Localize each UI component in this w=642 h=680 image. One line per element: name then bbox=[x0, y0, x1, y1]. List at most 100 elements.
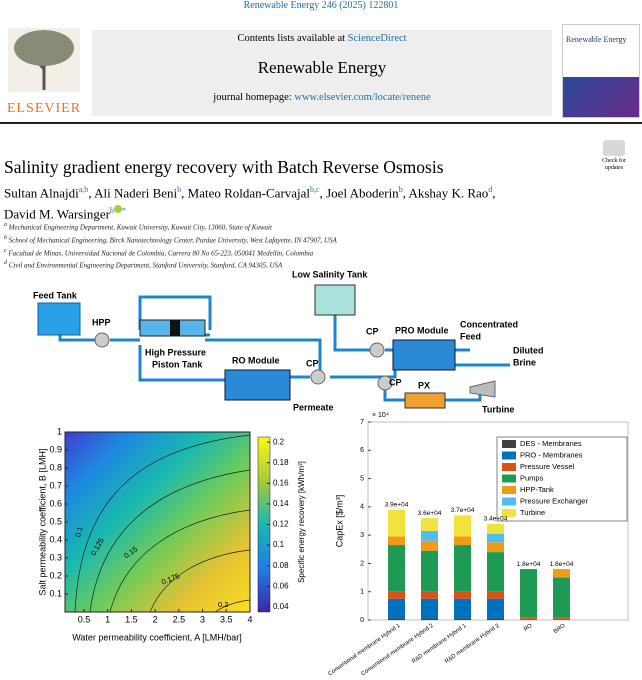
aff-text: Facultad de Minas, Universidad Nacional … bbox=[8, 248, 314, 257]
pro-module bbox=[392, 339, 456, 371]
check-text: Check for updates bbox=[602, 158, 626, 171]
label: Feed Tank bbox=[33, 290, 78, 300]
author: Mateo Roldan-Carvajal bbox=[187, 185, 311, 201]
x-tick-label: R&D membrane Hybrid 1 bbox=[411, 623, 467, 665]
cover-art bbox=[563, 77, 639, 117]
colorbar-tick-label: 0.04 bbox=[273, 602, 289, 611]
sciencedirect-link[interactable]: ScienceDirect bbox=[347, 33, 407, 44]
bar-segment bbox=[487, 542, 504, 553]
y-tick-label: 6 bbox=[360, 447, 364, 454]
bar-segment bbox=[388, 618, 405, 620]
contents-line: Contents lists available at ScienceDirec… bbox=[92, 33, 552, 44]
cp-pump bbox=[310, 369, 326, 385]
ro-module bbox=[224, 369, 291, 401]
colorbar-tick-label: 0.16 bbox=[273, 478, 289, 487]
label: Low Salinity Tank bbox=[292, 269, 368, 279]
x-axis-label: Water permeability coefficient, A [LMH/b… bbox=[72, 632, 242, 642]
bar-segment bbox=[454, 536, 471, 546]
x-tick-label: Conventional membrane Hybrid 2 bbox=[360, 623, 434, 677]
y-tick-label: 4 bbox=[360, 504, 364, 511]
label: Concentrated bbox=[460, 319, 518, 329]
x-tick-label: R&D membrane Hybrid 2 bbox=[444, 623, 500, 665]
author-aff: b bbox=[109, 206, 114, 216]
colorbar-tick-label: 0.1 bbox=[273, 540, 285, 549]
y-axis-label: CapEx [$/m³] bbox=[334, 495, 344, 548]
x-tick-label: 1.5 bbox=[125, 614, 138, 624]
contents: Contents lists available at bbox=[237, 33, 346, 44]
colorbar-tick-label: 0.06 bbox=[273, 581, 289, 590]
label: RO Module bbox=[232, 355, 280, 365]
x-tick-label: 3 bbox=[200, 614, 205, 624]
label: Diluted bbox=[513, 345, 544, 355]
contour-lines bbox=[74, 434, 251, 613]
journal-cover: Renewable Energy bbox=[562, 24, 640, 118]
total-label: 3.9e+04 bbox=[385, 501, 409, 508]
y-tick-label: 7 bbox=[360, 419, 364, 426]
author: Joel Aboderin bbox=[326, 185, 399, 201]
bar-segment bbox=[487, 533, 504, 543]
corresponding: * bbox=[121, 206, 126, 216]
label: PRO Module bbox=[395, 325, 449, 335]
label: Piston Tank bbox=[152, 359, 203, 369]
contour-label: 0.1 bbox=[73, 526, 84, 538]
author-aff: d bbox=[488, 185, 493, 194]
bar-segment bbox=[553, 577, 570, 618]
bar-segment bbox=[487, 552, 504, 592]
author-aff: b bbox=[177, 185, 182, 194]
x-tick-label: 3.5 bbox=[220, 614, 233, 624]
bar-segment bbox=[421, 591, 438, 599]
total-label: 3.7e+04 bbox=[451, 507, 475, 514]
bar-segment bbox=[520, 569, 537, 618]
y-multiplier: × 10⁴ bbox=[372, 412, 389, 419]
bar-segment bbox=[388, 509, 405, 537]
bar-segment bbox=[487, 598, 504, 619]
bar-segment bbox=[454, 545, 471, 592]
orcid-icon[interactable] bbox=[113, 205, 122, 214]
publisher: ELSEVIER bbox=[6, 101, 82, 116]
aff-key: c bbox=[4, 247, 7, 254]
legend-swatch bbox=[502, 451, 516, 460]
bar-segment bbox=[454, 618, 471, 620]
x-tick-label: BRO bbox=[553, 623, 567, 635]
colorbar-tick-label: 0.12 bbox=[273, 520, 289, 529]
legend-swatch bbox=[502, 486, 516, 494]
y-tick-label: 0.7 bbox=[49, 480, 62, 490]
total-label: 1.8e+04 bbox=[550, 561, 574, 568]
homepage-link[interactable]: www.elsevier.com/locate/renene bbox=[294, 92, 431, 103]
legend-label: PRO - Membranes bbox=[520, 450, 583, 459]
aff-key: a bbox=[4, 222, 7, 228]
y-tick-label: 0.5 bbox=[49, 516, 62, 526]
bar-segment bbox=[487, 591, 504, 599]
feed-tank bbox=[37, 302, 81, 336]
heatmap bbox=[65, 432, 250, 612]
bar-segment bbox=[421, 618, 438, 620]
cp-pump bbox=[369, 342, 385, 358]
turbine-icon bbox=[469, 380, 496, 398]
y-tick-label: 0 bbox=[360, 617, 364, 624]
check-updates[interactable]: Check for updates bbox=[596, 140, 632, 172]
bar-segment bbox=[388, 545, 405, 592]
y-tick-label: 0.8 bbox=[49, 462, 62, 472]
aff-key: d bbox=[4, 260, 7, 267]
author: Akshay K. Rao bbox=[408, 185, 489, 201]
label: PX bbox=[418, 380, 430, 390]
legend-label: DES - Membranes bbox=[520, 439, 582, 448]
y-tick-label: 0.9 bbox=[49, 444, 62, 454]
logo-tree bbox=[8, 28, 80, 92]
y-tick-label: 0.4 bbox=[49, 534, 62, 544]
legend-swatch bbox=[502, 463, 516, 471]
legend-label: Turbine bbox=[520, 508, 545, 517]
colorbar-tick-label: 0.14 bbox=[273, 499, 289, 508]
legend-label: Pumps bbox=[520, 473, 544, 482]
label: CP bbox=[306, 358, 319, 368]
total-label: 3.4e+04 bbox=[484, 516, 508, 523]
affiliation: d Civil and Environmental Engineering De… bbox=[4, 258, 624, 271]
piston bbox=[170, 320, 180, 336]
y-tick-label: 5 bbox=[360, 475, 364, 482]
label: CP bbox=[366, 326, 379, 336]
author-aff: a,b bbox=[78, 185, 89, 194]
label: Brine bbox=[513, 357, 536, 367]
bar-segment bbox=[388, 591, 405, 599]
affiliation: a Mechanical Engineering Department, Kuw… bbox=[4, 220, 624, 233]
legend-swatch bbox=[502, 497, 516, 506]
